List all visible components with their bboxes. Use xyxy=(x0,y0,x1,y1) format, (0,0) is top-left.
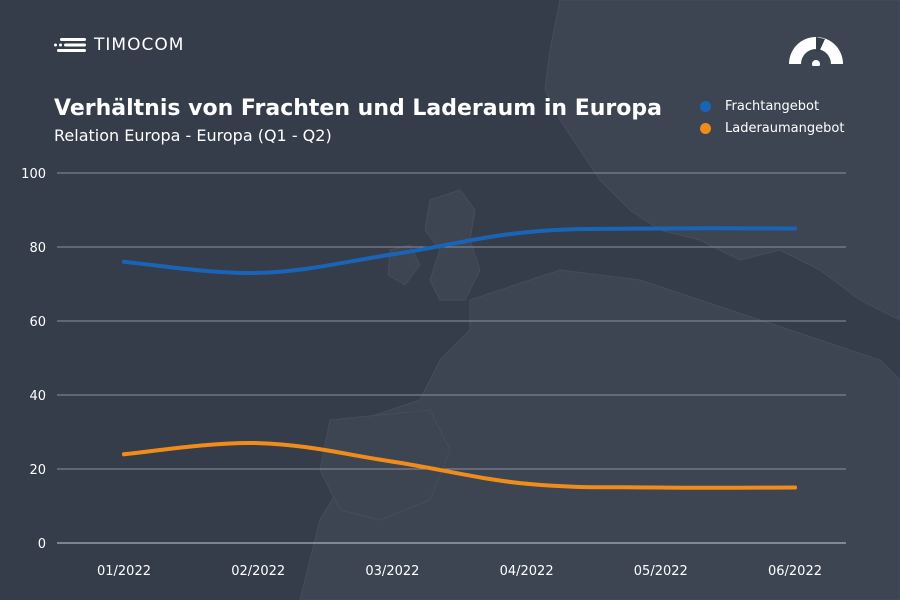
x-tick-label: 05/2022 xyxy=(634,564,688,579)
legend-item-frachtangebot: Frachtangebot xyxy=(700,95,844,117)
data-point-frachtangebot-2 xyxy=(390,252,395,257)
data-point-laderaumangebot-0 xyxy=(122,452,126,457)
brand-name: TIMOCOM xyxy=(94,35,185,55)
chart-legend: Frachtangebot Laderaumangebot xyxy=(700,95,844,139)
legend-dot-laderaumangebot xyxy=(700,122,711,134)
data-point-laderaumangebot-2 xyxy=(390,459,395,464)
legend-label-frachtangebot: Frachtangebot xyxy=(725,98,820,114)
series-line-frachtangebot xyxy=(122,226,797,275)
legend-item-laderaumangebot: Laderaumangebot xyxy=(700,117,844,139)
legend-dot-frachtangebot xyxy=(700,100,711,112)
x-tick-label: 06/2022 xyxy=(768,564,822,579)
y-tick-label: 80 xyxy=(29,241,46,256)
chart-title: Verhältnis von Frachten und Laderaum in … xyxy=(54,96,662,121)
speedometer-gauge-icon xyxy=(789,37,843,66)
y-tick-label: 20 xyxy=(29,463,46,478)
x-tick-label: 04/2022 xyxy=(500,564,554,579)
legend-label-laderaumangebot: Laderaumangebot xyxy=(725,120,845,136)
series-line-laderaumangebot xyxy=(122,441,797,490)
x-tick-label: 02/2022 xyxy=(231,564,285,579)
data-point-frachtangebot-3 xyxy=(524,230,529,235)
data-point-frachtangebot-0 xyxy=(122,259,126,264)
data-point-frachtangebot-5 xyxy=(793,226,797,231)
data-point-laderaumangebot-1 xyxy=(256,441,261,446)
y-tick-label: 40 xyxy=(29,389,46,404)
chart-subtitle: Relation Europa - Europa (Q1 - Q2) xyxy=(54,126,332,145)
timocom-logo-icon xyxy=(54,38,86,52)
data-point-frachtangebot-1 xyxy=(256,270,261,275)
y-tick-label: 0 xyxy=(38,537,46,552)
data-point-frachtangebot-4 xyxy=(658,226,663,231)
x-tick-label: 03/2022 xyxy=(365,564,419,579)
timocom-logo: TIMOCOM xyxy=(54,34,184,56)
data-point-laderaumangebot-4 xyxy=(658,485,663,490)
data-point-laderaumangebot-5 xyxy=(793,485,797,490)
y-tick-label: 100 xyxy=(21,167,46,182)
data-point-laderaumangebot-3 xyxy=(524,481,529,486)
y-tick-label: 60 xyxy=(29,315,46,330)
x-tick-label: 01/2022 xyxy=(97,564,151,579)
